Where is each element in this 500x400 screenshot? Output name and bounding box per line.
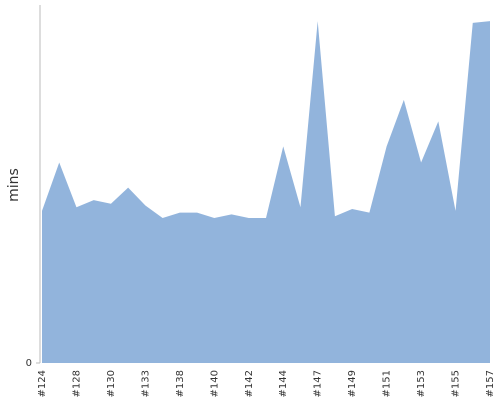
x-tick-label: #157 bbox=[485, 370, 496, 397]
y-tick-label: 0 bbox=[26, 358, 32, 369]
x-tick-label: #130 bbox=[106, 370, 117, 397]
x-tick-label: #140 bbox=[209, 370, 220, 397]
x-tick-label: #149 bbox=[347, 370, 358, 397]
x-tick-label: #153 bbox=[416, 370, 427, 397]
x-tick-label: #147 bbox=[313, 370, 324, 397]
x-tick-label: #144 bbox=[278, 370, 289, 397]
x-tick-label: #138 bbox=[175, 370, 186, 397]
x-tick-label: #128 bbox=[71, 370, 82, 397]
area bbox=[42, 21, 490, 364]
x-tick-label: #133 bbox=[140, 370, 151, 397]
x-tick-label: #155 bbox=[451, 370, 462, 397]
y-axis-label: mins bbox=[6, 168, 22, 202]
x-tick-label: #151 bbox=[382, 370, 393, 397]
x-tick-label: #124 bbox=[37, 370, 48, 397]
x-tick-label: #142 bbox=[244, 370, 255, 397]
